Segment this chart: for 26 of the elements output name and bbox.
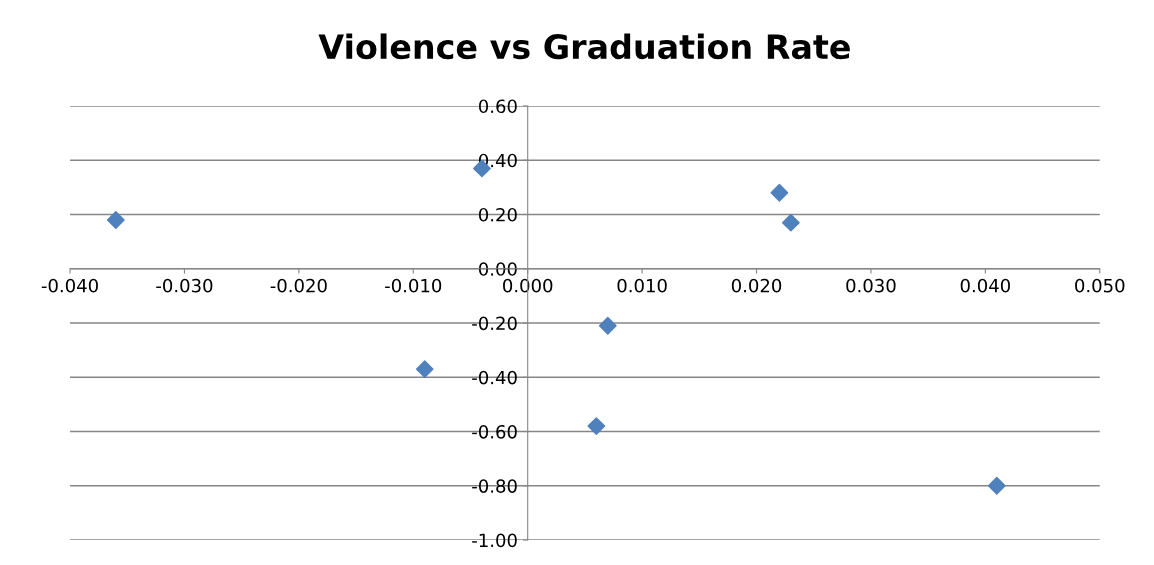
y-tick-label: 0.20: [478, 207, 517, 222]
x-tick-label: 0.010: [617, 278, 667, 293]
point: [770, 183, 789, 202]
x-tick-label: -0.030: [156, 278, 213, 293]
y-tick-label: 0.00: [478, 262, 517, 276]
chart-title: Violence vs Graduation Rate: [318, 33, 850, 60]
y-tick-label: -0.20: [472, 316, 517, 331]
y-tick-label: -0.60: [472, 424, 517, 439]
y-tick-label: -1.00: [472, 533, 517, 548]
x-tick-label: -0.010: [385, 278, 442, 293]
point: [106, 211, 125, 229]
x-tick-label: 0.030: [846, 278, 896, 293]
y-tick-label: -0.80: [472, 479, 517, 493]
point: [987, 476, 1006, 495]
point: [598, 316, 617, 335]
x-tick-label: -0.020: [270, 278, 327, 293]
x-tick-label: 0.020: [731, 278, 782, 293]
x-tick-label: 0.050: [1075, 278, 1125, 293]
x-tick-label: 0.040: [960, 278, 1010, 293]
y-tick-label: -0.40: [472, 370, 517, 385]
y-tick-label: 0.60: [478, 99, 517, 114]
x-tick-label: -0.040: [41, 278, 98, 293]
x-tick-label: 0.000: [503, 278, 553, 293]
point: [587, 417, 606, 436]
point: [415, 360, 434, 379]
point: [781, 213, 800, 232]
